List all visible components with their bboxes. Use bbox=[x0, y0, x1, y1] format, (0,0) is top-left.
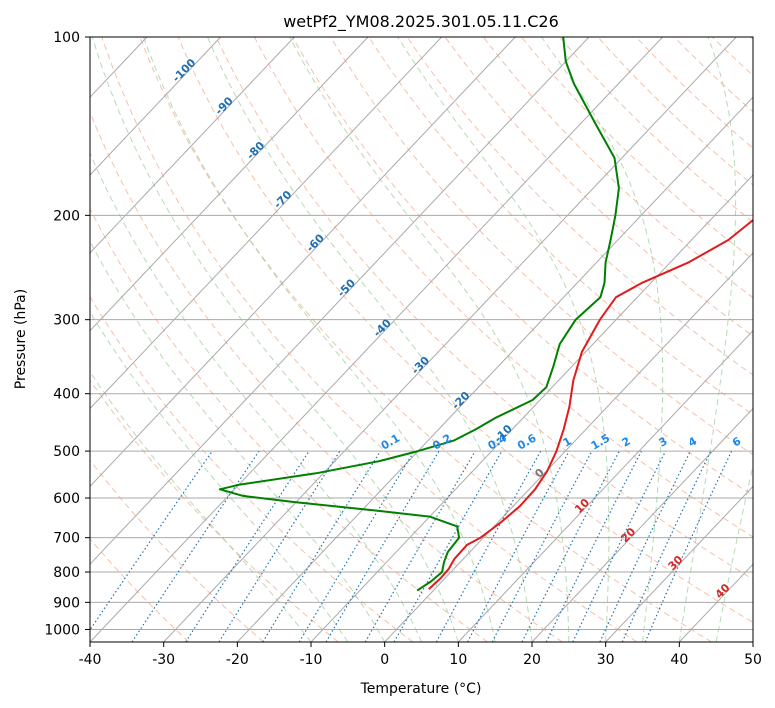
moist-adiabat bbox=[715, 463, 753, 642]
isotherm bbox=[236, 96, 753, 642]
mixing-ratio-line bbox=[131, 450, 260, 642]
isotherm bbox=[90, 37, 295, 254]
x-tick-label: 30 bbox=[597, 652, 615, 668]
x-tick-label: -40 bbox=[79, 652, 102, 668]
axes-layer: -40 -30 -20 -10 0 10 20 30 40 50 100 200 300 400 500 60… bbox=[44, 30, 762, 668]
y-tick-label: 1000 bbox=[44, 622, 80, 638]
isotherm bbox=[310, 174, 753, 642]
dry-adiabat bbox=[90, 538, 190, 642]
isotherm bbox=[90, 37, 221, 176]
dry-adiabat bbox=[330, 37, 753, 456]
x-tick-label: 0 bbox=[380, 652, 389, 668]
y-tick-label: 300 bbox=[53, 313, 80, 329]
isotherm bbox=[90, 37, 590, 565]
sounding-line bbox=[428, 218, 753, 590]
isotherm bbox=[90, 37, 663, 642]
dry-adiabat bbox=[368, 37, 753, 416]
series-layer bbox=[218, 37, 753, 592]
mixing-ratio-line bbox=[393, 450, 503, 642]
dry-adiabat bbox=[292, 37, 753, 497]
isotherm bbox=[90, 37, 369, 332]
mixing-ratio-line bbox=[185, 450, 310, 642]
dry-adiabat bbox=[90, 459, 264, 642]
sounding-line bbox=[218, 37, 620, 592]
y-tick-label: 600 bbox=[53, 491, 80, 507]
isotherm bbox=[531, 407, 753, 642]
dry-adiabat bbox=[101, 37, 638, 642]
mixing-ratio-line bbox=[262, 450, 382, 642]
y-tick-label: 900 bbox=[53, 595, 80, 611]
isotherm bbox=[457, 329, 753, 642]
y-tick-label: 200 bbox=[53, 208, 80, 224]
x-tick-label: -30 bbox=[152, 652, 175, 668]
x-tick-label: 10 bbox=[449, 652, 467, 668]
dry-adiabat bbox=[406, 37, 753, 376]
dry-adiabat bbox=[177, 37, 753, 623]
dry-adiabat bbox=[90, 207, 488, 642]
isotherm bbox=[90, 37, 442, 410]
y-tick-label: 700 bbox=[53, 531, 80, 547]
dry-adiabat bbox=[215, 37, 753, 580]
y-tick-label: 800 bbox=[53, 565, 80, 581]
x-tick-label: 50 bbox=[744, 652, 762, 668]
chart-title: wetPf2_YM08.2025.301.05.11.C26 bbox=[283, 12, 559, 32]
mixing-ratio-line bbox=[218, 450, 341, 642]
background-lines bbox=[90, 37, 753, 642]
isotherm bbox=[384, 252, 753, 642]
moist-adiabat bbox=[289, 37, 570, 642]
moist-adiabat bbox=[397, 37, 610, 642]
mixing-ratio-line bbox=[90, 450, 213, 631]
moist-adiabat bbox=[678, 37, 737, 642]
x-tick-label: -10 bbox=[300, 652, 323, 668]
dry-adiabat bbox=[90, 111, 563, 642]
y-tick-label: 100 bbox=[53, 30, 80, 46]
mixing-ratio-line bbox=[545, 450, 642, 642]
plot-frame bbox=[89, 36, 754, 643]
dry-adiabat bbox=[139, 37, 712, 642]
moist-adiabat bbox=[90, 240, 386, 642]
y-tick-label: 400 bbox=[53, 387, 80, 403]
mixing-ratio-line bbox=[298, 450, 415, 642]
mixing-ratio-line bbox=[644, 450, 733, 642]
isotherm bbox=[90, 37, 516, 488]
moist-adiabat bbox=[90, 311, 349, 642]
isotherm bbox=[605, 485, 753, 642]
mixing-ratio-line bbox=[521, 450, 620, 642]
x-axis-label: Temperature (°C) bbox=[360, 681, 482, 697]
mixing-ratio-line bbox=[466, 450, 570, 642]
x-tick-label: 20 bbox=[523, 652, 541, 668]
x-tick-label: -20 bbox=[226, 652, 249, 668]
moist-adiabat bbox=[90, 152, 422, 642]
moist-adiabat bbox=[91, 37, 459, 642]
mixing-ratio-line bbox=[435, 450, 542, 642]
moist-adiabat bbox=[207, 37, 533, 642]
moist-adiabat bbox=[143, 37, 496, 642]
isotherm bbox=[163, 37, 737, 642]
y-tick-label: 500 bbox=[53, 444, 80, 460]
x-tick-label: 40 bbox=[670, 652, 688, 668]
moist-adiabat bbox=[541, 37, 664, 642]
y-axis-label: Pressure (hPa) bbox=[13, 289, 29, 389]
